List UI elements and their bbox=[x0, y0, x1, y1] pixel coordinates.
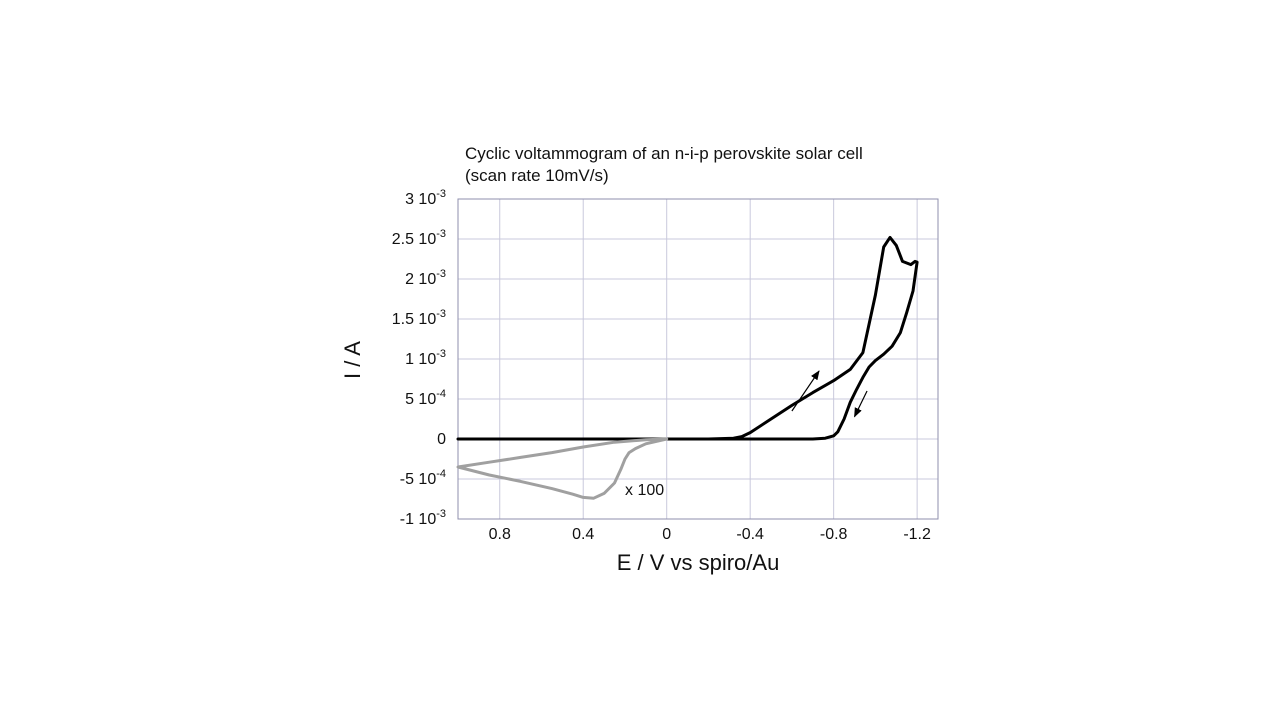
chart-title-line-2: (scan rate 10mV/s) bbox=[465, 166, 609, 185]
direction-arrow-0 bbox=[791, 370, 820, 412]
y-tick-label-0: 3 10-3 bbox=[405, 188, 446, 208]
series-line-0 bbox=[456, 235, 919, 441]
y-tick-label-1: 2.5 10-3 bbox=[392, 228, 446, 248]
y-tick-label-2: 2 10-3 bbox=[405, 268, 446, 288]
x-tick-label-0: 0.8 bbox=[489, 526, 511, 543]
y-tick-label-3: 1.5 10-3 bbox=[392, 308, 446, 328]
x-tick-label-4: -0.8 bbox=[820, 526, 848, 543]
x-tick-label-5: -1.2 bbox=[903, 526, 931, 543]
x-tick-label-3: -0.4 bbox=[736, 526, 764, 543]
x-axis-label: E / V vs spiro/Au bbox=[616, 550, 780, 575]
y-tick-label-8: -1 10-3 bbox=[400, 508, 446, 528]
y-tick-label-4: 1 10-3 bbox=[405, 348, 446, 368]
series-annotation-1: x 100 bbox=[625, 482, 664, 499]
direction-arrow-1 bbox=[853, 390, 868, 418]
x-tick-label-2: 0 bbox=[662, 526, 671, 543]
series-line-1 bbox=[456, 437, 669, 500]
plot-frame bbox=[457, 198, 939, 520]
y-tick-label-5: 5 10-4 bbox=[405, 388, 446, 408]
x-tick-label-1: 0.4 bbox=[572, 526, 594, 543]
y-tick-label-6: 0 bbox=[437, 431, 446, 448]
y-tick-label-7: -5 10-4 bbox=[400, 468, 446, 488]
chart-title-line-1: Cyclic voltammogram of an n-i-p perovski… bbox=[465, 144, 863, 163]
